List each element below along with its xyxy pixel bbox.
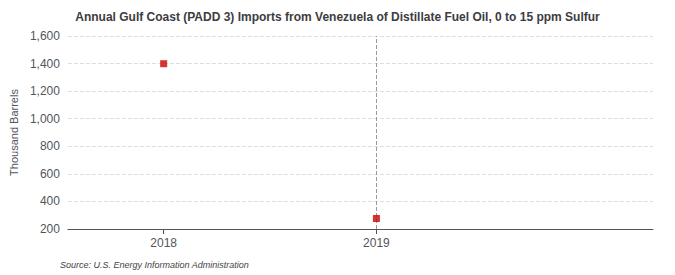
svg-text:600: 600: [40, 167, 60, 181]
svg-text:800: 800: [40, 139, 60, 153]
svg-text:Source: U.S. Energy Informatio: Source: U.S. Energy Information Administ…: [60, 260, 249, 270]
svg-text:200: 200: [40, 222, 60, 236]
svg-text:400: 400: [40, 194, 60, 208]
svg-text:1,600: 1,600: [30, 29, 60, 43]
svg-text:Thousand Barrels: Thousand Barrels: [8, 89, 20, 176]
svg-text:2019: 2019: [363, 236, 390, 250]
svg-text:1,400: 1,400: [30, 57, 60, 71]
svg-text:1,200: 1,200: [30, 84, 60, 98]
svg-text:1,000: 1,000: [30, 112, 60, 126]
svg-text:Annual Gulf Coast (PADD 3) Imp: Annual Gulf Coast (PADD 3) Imports from …: [75, 10, 600, 24]
svg-text:2018: 2018: [150, 236, 177, 250]
